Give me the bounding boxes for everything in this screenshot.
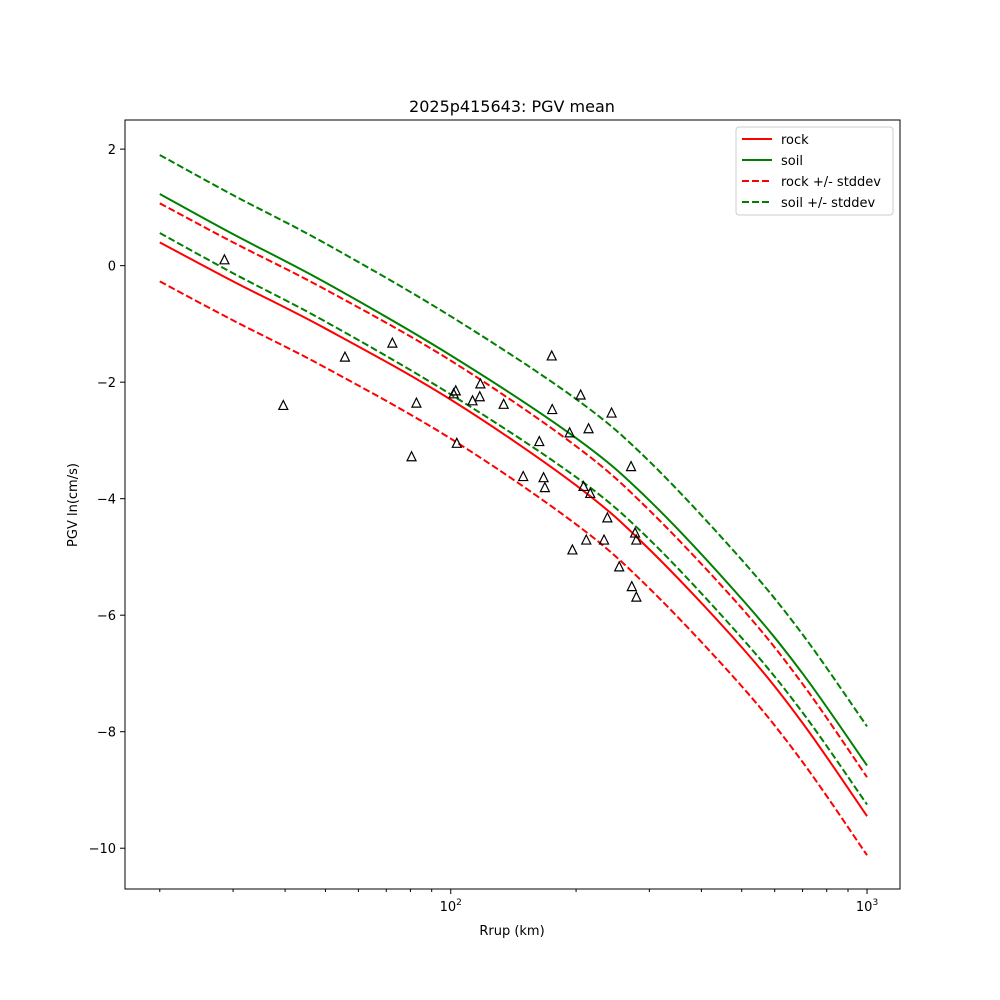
x-tick-label: 102: [440, 898, 462, 915]
observation-marker: [630, 590, 642, 602]
observation-marker: [584, 487, 596, 499]
observation-marker: [406, 450, 418, 462]
observation-marker: [538, 471, 550, 483]
observation-marker: [450, 384, 462, 396]
observation-marker: [606, 406, 618, 418]
x-axis-label: Rrup (km): [479, 924, 544, 939]
series-line-soil-stddev-upper: [159, 154, 868, 728]
legend-label-soil-stddev: soil +/- stddev: [781, 196, 876, 211]
legend-label-rock-stddev: rock +/- stddev: [781, 175, 881, 190]
observation-marker: [218, 253, 230, 265]
y-tick-label: −8: [97, 726, 116, 741]
observation-marker: [277, 399, 289, 411]
series-line-soil: [159, 193, 868, 767]
observation-marker: [625, 460, 637, 472]
observation-marker: [474, 377, 486, 389]
observation-marker: [386, 336, 398, 348]
observation-marker: [580, 533, 592, 545]
series-line-soil-stddev-lower: [159, 232, 868, 806]
y-tick-label: −10: [89, 842, 116, 857]
observation-marker: [339, 350, 351, 362]
observation-marker: [575, 388, 587, 400]
plot-frame: [124, 119, 901, 890]
observation-marker: [467, 394, 479, 406]
observation-marker: [601, 511, 613, 523]
observation-marker: [626, 580, 638, 592]
series-layer: [159, 154, 868, 856]
observation-marker: [583, 422, 595, 434]
series-line-rock-stddev-upper: [159, 202, 868, 778]
observation-marker: [564, 426, 576, 438]
legend-label-soil: soil: [781, 154, 803, 169]
y-tick-label: −6: [97, 609, 116, 624]
observation-marker: [613, 560, 625, 572]
y-tick-label: 2: [108, 143, 116, 158]
observation-marker: [533, 435, 545, 447]
legend-box: [735, 126, 894, 216]
x-tick-label: 103: [856, 898, 878, 915]
y-tick-label: −4: [97, 493, 116, 508]
legend-label-rock: rock: [781, 133, 809, 148]
series-line-rock-stddev-lower: [159, 280, 868, 856]
observation-marker: [546, 403, 558, 415]
y-tick-label: 0: [108, 260, 116, 275]
observation-marker: [410, 396, 422, 408]
y-axis: 2 0 −2 −4 −6 −8 −10: [89, 143, 125, 857]
y-tick-label: −2: [97, 376, 116, 391]
observation-marker: [630, 533, 642, 545]
marker-layer: [218, 253, 642, 602]
legend: rock soil rock +/- stddev soil +/- stddev: [735, 126, 894, 216]
observation-marker: [474, 390, 486, 402]
x-axis: 102 103: [159, 889, 878, 915]
observation-marker: [451, 436, 463, 448]
observation-marker: [546, 349, 558, 361]
series-line-rock: [159, 241, 868, 817]
chart-title: 2025p415643: PGV mean: [409, 97, 615, 116]
observation-marker: [498, 397, 510, 409]
y-axis-label: PGV ln(cm/s): [66, 463, 81, 547]
observation-marker: [578, 480, 589, 492]
observation-marker: [517, 470, 529, 482]
observation-marker: [566, 543, 578, 555]
observation-marker: [598, 533, 610, 545]
observation-marker: [539, 481, 551, 493]
